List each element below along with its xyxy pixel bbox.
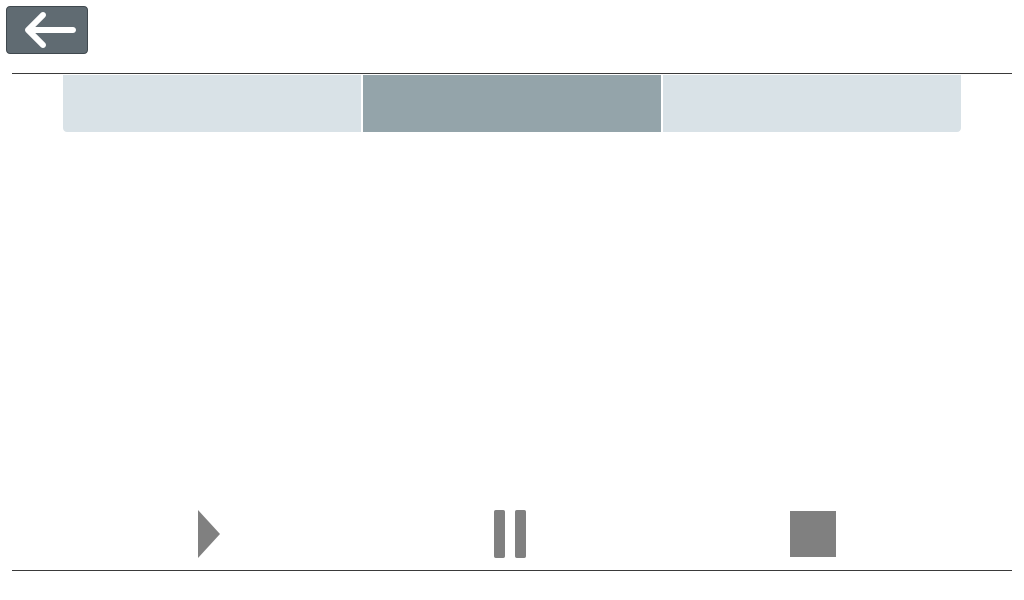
back-button[interactable] bbox=[6, 6, 88, 54]
tab-3[interactable] bbox=[661, 75, 961, 132]
playback-controls bbox=[0, 504, 1024, 564]
tab-bar bbox=[63, 75, 961, 132]
play-button[interactable] bbox=[176, 504, 236, 564]
bottom-divider bbox=[12, 570, 1012, 571]
stop-button[interactable] bbox=[783, 504, 843, 564]
stop-icon bbox=[789, 510, 837, 558]
tab-1[interactable] bbox=[63, 75, 361, 132]
play-icon bbox=[186, 509, 226, 559]
arrow-left-icon bbox=[17, 10, 77, 50]
tab-2[interactable] bbox=[361, 75, 661, 132]
pause-button[interactable] bbox=[482, 504, 542, 564]
top-divider bbox=[12, 73, 1012, 74]
pause-icon bbox=[492, 509, 532, 559]
